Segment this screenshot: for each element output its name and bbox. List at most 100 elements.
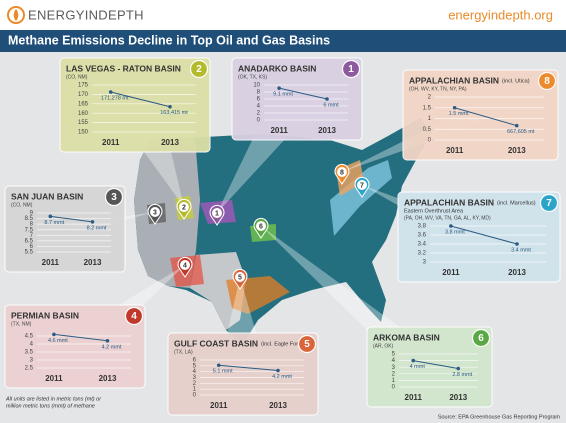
basin-states: (CO, NM) bbox=[11, 202, 33, 208]
value-label: 163,415 mt bbox=[160, 110, 188, 116]
basin-note: (incl. Eagle Ford) bbox=[261, 341, 303, 347]
x-tick-label: 2013 bbox=[508, 146, 526, 155]
basin-card bbox=[4, 185, 126, 273]
y-tick-label: 3 bbox=[423, 260, 427, 266]
x-tick-label: 2011 bbox=[45, 374, 63, 383]
x-tick-label: 2013 bbox=[161, 138, 179, 147]
data-point bbox=[48, 214, 53, 219]
badge bbox=[539, 193, 559, 213]
x-tick-label: 2011 bbox=[102, 138, 120, 147]
badge bbox=[104, 187, 124, 207]
y-tick-label: 5.5 bbox=[25, 250, 34, 256]
value-label: 171,278 mt bbox=[101, 95, 129, 101]
y-tick-label: 0 bbox=[428, 138, 432, 144]
badge bbox=[471, 328, 491, 348]
y-tick-label: 2 bbox=[193, 381, 197, 387]
y-tick-label: 10 bbox=[253, 83, 260, 89]
map-pin-number: 5 bbox=[238, 274, 242, 281]
y-tick-label: 1 bbox=[193, 387, 197, 393]
data-point bbox=[456, 366, 461, 371]
data-point bbox=[277, 86, 281, 90]
map-pin-center bbox=[150, 207, 160, 217]
map-pin-center bbox=[179, 202, 189, 212]
y-tick-label: 155 bbox=[78, 120, 89, 126]
map-pin-number: 2 bbox=[182, 204, 186, 211]
basin-states: (OH, WV, KY, TN, NY, PA) bbox=[409, 86, 467, 92]
x-tick-label: 2013 bbox=[508, 268, 526, 277]
badge-number: 3 bbox=[111, 192, 117, 203]
y-tick-label: 7 bbox=[30, 233, 34, 239]
basin-card bbox=[4, 304, 146, 389]
y-tick-label: 4.5 bbox=[25, 334, 34, 340]
y-tick-label: 150 bbox=[78, 130, 89, 136]
basin-states: (PA, OH, WV, VA, TN, GA, AL, KY, MD) bbox=[404, 215, 491, 221]
basin-card bbox=[167, 332, 319, 416]
basin-card bbox=[397, 191, 561, 283]
value-label: 3.8 mmt bbox=[445, 229, 465, 235]
x-tick-label: 2011 bbox=[446, 146, 464, 155]
badge bbox=[341, 59, 361, 79]
logo-text: ENERGYINDEPTH bbox=[28, 7, 144, 22]
y-tick-label: 6 bbox=[193, 358, 197, 364]
value-label: 4.2 mmt bbox=[102, 344, 122, 350]
map-pin-number: 8 bbox=[340, 169, 344, 176]
value-label: 667,605 mt bbox=[507, 129, 535, 135]
basin-title: SAN JUAN BASIN bbox=[11, 191, 83, 201]
data-point bbox=[325, 97, 329, 101]
trend-line bbox=[454, 107, 517, 127]
site-url: energyindepth.org bbox=[448, 7, 553, 22]
y-tick-label: 0 bbox=[193, 393, 197, 399]
badge bbox=[189, 59, 209, 79]
footnote: million metric tons (mmt) of methane bbox=[6, 403, 95, 409]
y-tick-label: 9 bbox=[30, 211, 34, 217]
data-point bbox=[411, 358, 416, 363]
basin-note: (incl. Marcellus) bbox=[497, 200, 536, 206]
x-tick-label: 2013 bbox=[99, 374, 117, 383]
logo-flame bbox=[13, 9, 19, 21]
data-point bbox=[276, 368, 280, 373]
map-pin-number: 7 bbox=[360, 182, 364, 189]
map-pin-number: 4 bbox=[183, 262, 187, 269]
basin-title: GULF COAST BASIN bbox=[174, 338, 258, 348]
basin-states: (TX, LA) bbox=[174, 349, 193, 355]
x-tick-label: 2013 bbox=[449, 393, 467, 402]
data-point bbox=[90, 220, 95, 224]
trend-line bbox=[53, 333, 108, 342]
badge-number: 2 bbox=[196, 64, 202, 75]
basin-description: Eastern Overthrust Area bbox=[404, 208, 464, 214]
y-tick-label: 0 bbox=[392, 385, 396, 391]
data-point bbox=[514, 123, 519, 128]
y-tick-label: 4 bbox=[392, 358, 396, 364]
y-tick-label: 0.5 bbox=[423, 127, 432, 133]
x-tick-label: 2011 bbox=[210, 401, 228, 410]
y-tick-label: 3.6 bbox=[418, 233, 427, 239]
data-point bbox=[452, 105, 457, 110]
y-tick-label: 3.5 bbox=[25, 350, 34, 356]
map-pin-center bbox=[256, 221, 266, 231]
badge-number: 1 bbox=[348, 64, 354, 75]
trend-line bbox=[110, 91, 171, 108]
map-pin-center bbox=[212, 208, 222, 218]
map-pin-center bbox=[180, 260, 190, 270]
data-point bbox=[449, 224, 453, 228]
map-pin-number: 1 bbox=[215, 210, 219, 217]
basin-title: LAS VEGAS - RATON BASIN bbox=[66, 63, 181, 73]
header-band bbox=[0, 0, 566, 30]
x-tick-label: 2013 bbox=[269, 401, 287, 410]
y-tick-label: 170 bbox=[78, 92, 89, 98]
trend-line bbox=[279, 87, 328, 100]
basin-states: (CO, NM) bbox=[66, 74, 88, 80]
footnote: All units are listed in metric tons (mt)… bbox=[5, 396, 102, 402]
basin-card bbox=[59, 57, 211, 153]
y-tick-label: 3 bbox=[392, 365, 396, 371]
basin-title: APPALACHIAN BASIN bbox=[409, 75, 499, 85]
y-tick-label: 1.5 bbox=[423, 105, 432, 111]
badge bbox=[124, 306, 144, 326]
x-tick-label: 2011 bbox=[442, 268, 460, 277]
logo-icon bbox=[7, 6, 25, 24]
value-label: 4 mmt bbox=[410, 364, 426, 370]
value-label: 4.6 mmt bbox=[48, 338, 68, 344]
value-label: 2.8 mmt bbox=[452, 372, 472, 378]
badge-number: 7 bbox=[546, 198, 552, 209]
